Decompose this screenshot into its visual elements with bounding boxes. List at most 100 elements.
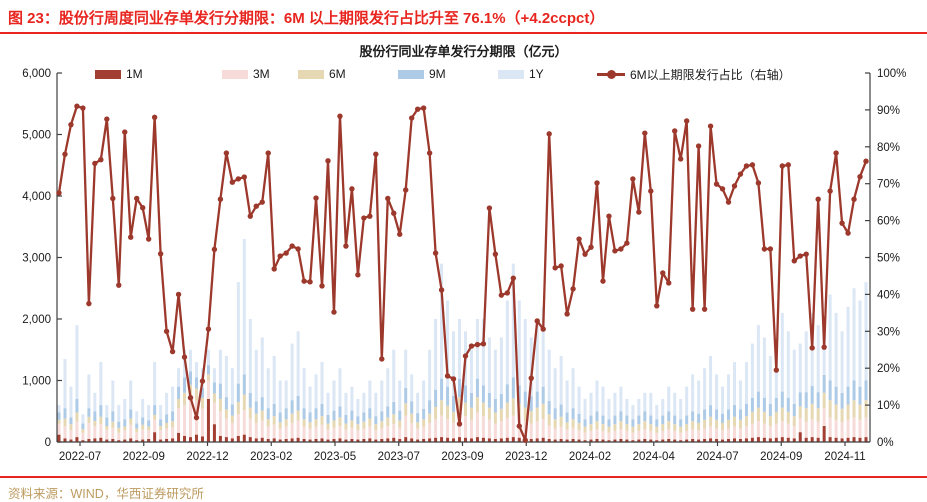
bar-segment xyxy=(296,420,300,438)
bar-segment xyxy=(123,426,127,431)
bar-segment xyxy=(206,365,210,375)
bar-segment xyxy=(284,408,288,420)
bar-segment xyxy=(398,438,402,442)
bar-segment xyxy=(344,392,348,415)
bar-segment xyxy=(404,437,408,442)
bar-segment xyxy=(469,438,473,442)
stacked-bars xyxy=(57,239,868,442)
bar-segment xyxy=(613,439,617,442)
bar-segment xyxy=(356,430,360,440)
bar-segment xyxy=(434,389,438,407)
svg-text:0: 0 xyxy=(45,437,51,449)
bar-segment xyxy=(428,413,432,423)
bar-segment xyxy=(475,378,479,398)
bar-segment xyxy=(667,429,671,439)
bar-segment xyxy=(547,438,551,442)
bar-segment xyxy=(780,312,784,392)
bar-segment xyxy=(320,362,324,404)
svg-text:30%: 30% xyxy=(877,326,900,338)
bar-segment xyxy=(194,362,198,378)
legend-label: 6M以上期限发行占比（右轴） xyxy=(630,67,791,82)
bar-segment xyxy=(75,437,79,442)
bar-segment xyxy=(284,426,288,439)
bar-segment xyxy=(685,386,689,416)
bar-segment xyxy=(212,368,216,383)
bar-segment xyxy=(589,439,593,442)
bar-segment xyxy=(595,380,599,412)
bar-segment xyxy=(242,394,246,411)
bar-segment xyxy=(738,380,742,410)
bar-segment xyxy=(643,411,647,422)
bar-segment xyxy=(81,429,85,433)
bar-segment xyxy=(601,386,605,416)
bar-segment xyxy=(858,419,862,438)
bar-segment xyxy=(463,385,467,403)
bar-segment xyxy=(87,438,91,442)
bar-segment xyxy=(452,411,456,423)
svg-text:2023-09: 2023-09 xyxy=(441,451,483,463)
bar-segment xyxy=(63,438,67,442)
bar-segment xyxy=(254,349,258,402)
bar-segment xyxy=(469,407,473,420)
bar-segment xyxy=(565,412,569,423)
bar-segment xyxy=(350,410,354,421)
bar-segment xyxy=(260,437,264,442)
bar-segment xyxy=(296,395,300,411)
bar-segment xyxy=(744,416,748,427)
bar-segment xyxy=(410,374,414,402)
bar-segment xyxy=(667,438,671,442)
bar-segment xyxy=(780,407,784,422)
bar-segment xyxy=(529,423,533,439)
bar-segment xyxy=(308,428,312,440)
bar-segment xyxy=(667,421,671,430)
bar-segment xyxy=(428,400,432,414)
bar-segment xyxy=(434,437,438,442)
bar-segment xyxy=(159,426,163,431)
bar-segment xyxy=(117,421,121,428)
bar-segment xyxy=(230,415,234,423)
bar-segment xyxy=(320,403,324,417)
bar-segment xyxy=(828,400,832,418)
bar-segment xyxy=(673,424,677,431)
bar-segment xyxy=(117,440,121,442)
legend-label: 3M xyxy=(253,67,270,81)
svg-text:10%: 10% xyxy=(877,400,900,412)
bar-segment xyxy=(637,439,641,442)
bar-segment xyxy=(523,407,527,422)
bar-segment xyxy=(81,414,85,424)
bar-segment xyxy=(649,439,653,442)
bar-segment xyxy=(129,424,133,439)
svg-text:2024-11: 2024-11 xyxy=(824,451,865,463)
bar-segment xyxy=(290,438,294,442)
legend-item-ratio-line: 6M以上期限发行占比（右轴） xyxy=(597,67,791,82)
bar-segment xyxy=(254,438,258,442)
bar-segment xyxy=(798,406,802,419)
bar-segment xyxy=(703,419,707,429)
bar-segment xyxy=(147,426,151,431)
bar-segment xyxy=(63,358,67,409)
bar-segment xyxy=(236,414,240,436)
bar-segment xyxy=(840,331,844,393)
bar-segment xyxy=(691,374,695,412)
bar-segment xyxy=(422,419,426,427)
bar-segment xyxy=(691,438,695,442)
bar-segment xyxy=(123,439,127,442)
bar-segment xyxy=(362,421,366,429)
bar-segment xyxy=(356,398,360,417)
bar-segment xyxy=(452,422,456,439)
bar-segment xyxy=(810,403,814,420)
bar-segment xyxy=(487,419,491,439)
bar-segment xyxy=(117,427,121,433)
bar-segment xyxy=(655,432,659,441)
bar-segment xyxy=(386,417,390,427)
bar-segment xyxy=(715,419,719,429)
bar-segment xyxy=(153,419,157,433)
bar-segment xyxy=(846,386,850,405)
bar-segment xyxy=(189,371,193,385)
bar-segment xyxy=(738,438,742,442)
bar-segment xyxy=(105,429,109,440)
bar-segment xyxy=(398,410,402,421)
bar-segment xyxy=(410,401,414,414)
bar-segment xyxy=(111,427,115,439)
